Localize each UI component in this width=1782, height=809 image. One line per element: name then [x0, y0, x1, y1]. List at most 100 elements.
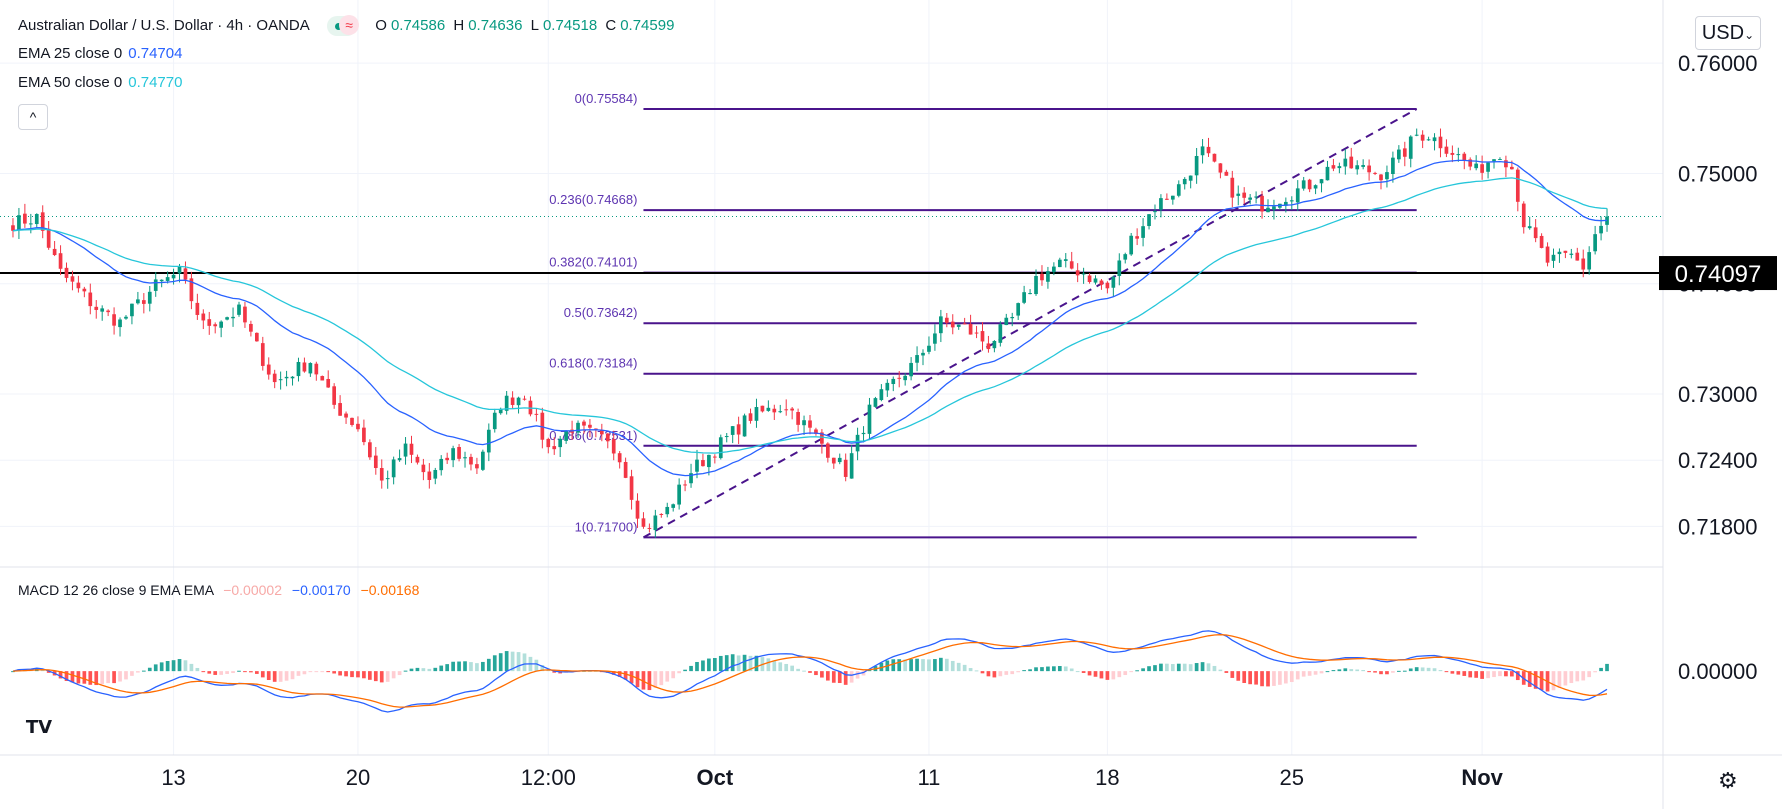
candle-body: [34, 214, 39, 225]
candle-body: [439, 458, 444, 471]
macd-hist-bar: [831, 671, 836, 683]
macd-hist-bar: [1218, 669, 1223, 672]
macd-hist-bar: [1081, 671, 1086, 673]
candle-body: [249, 323, 253, 332]
macd-hist-bar: [718, 655, 723, 672]
candle-body: [1474, 163, 1479, 169]
candle-body: [790, 408, 794, 411]
tradingview-logo-icon[interactable]: 𝗧𝗩: [20, 712, 58, 742]
ema50-value: 0.74770: [128, 74, 183, 91]
macd-hist-bar: [1510, 671, 1514, 677]
macd-hist-bar: [611, 671, 616, 675]
macd-hist-bar: [1105, 671, 1110, 680]
candle-body: [1123, 254, 1128, 260]
ohlc-values: O 0.74586 H 0.74636 L 0.74518 C 0.74599: [375, 17, 678, 34]
macd-hist-bar: [1117, 671, 1122, 678]
macd-hist-bar: [1438, 670, 1443, 672]
symbol-title[interactable]: Australian Dollar / U.S. Dollar · 4h · O…: [18, 16, 309, 34]
macd-hist-bar: [915, 658, 919, 672]
settings-gear-icon[interactable]: ⚙: [1718, 768, 1738, 793]
candle-body: [272, 373, 277, 383]
candle-body: [1587, 252, 1592, 270]
candle-body: [980, 331, 985, 342]
candle-body: [1046, 271, 1050, 282]
time-tick-label: 13: [161, 765, 185, 790]
macd-hist-bar: [332, 671, 337, 674]
macd-hist-bar: [457, 661, 461, 672]
candle-body: [1379, 174, 1383, 181]
candle-body: [1581, 258, 1586, 270]
collapse-legend-button[interactable]: ^: [18, 104, 48, 130]
current-price-label: 0.74097: [1675, 261, 1762, 288]
candle-body: [843, 459, 848, 477]
macd-hist-bar: [1182, 663, 1187, 672]
candle-body: [296, 361, 301, 377]
grid: [0, 0, 1663, 755]
macd-hist-bar: [986, 671, 991, 677]
ema50-legend[interactable]: EMA 50 close 0 0.74770: [18, 74, 182, 91]
candle-body: [641, 518, 646, 527]
candle-body: [475, 464, 479, 469]
macd-hist-bar: [445, 664, 450, 672]
candle-body: [1022, 292, 1026, 303]
candle-body: [1301, 180, 1306, 189]
macd-legend[interactable]: MACD 12 26 close 9 EMA EMA −0.00002 −0.0…: [18, 582, 419, 598]
fibonacci-retracement[interactable]: 0(0.75584) 0.236(0.74668) 0.382(0.74101) 0.…: [549, 91, 1418, 539]
close-value: 0.74599: [620, 16, 675, 34]
candle-body: [1337, 166, 1342, 169]
macd-hist-bar: [1111, 671, 1116, 680]
candle-body: [1456, 154, 1461, 156]
candle-body: [1057, 259, 1062, 268]
candle-body: [1141, 226, 1145, 238]
macd-hist-bar: [754, 655, 759, 672]
chevron-up-icon: ^: [29, 109, 37, 125]
macd-hist-bar: [1319, 671, 1324, 674]
candle-body: [11, 225, 15, 231]
macd-hist-bar: [1272, 671, 1276, 686]
macd-hist-bar: [1456, 671, 1461, 675]
macd-hist-bar: [772, 660, 777, 672]
macd-hist-bar: [665, 671, 670, 682]
time-tick-label: 20: [346, 765, 370, 790]
macd-hist-bar: [1260, 671, 1264, 687]
macd-hist-bar: [1034, 667, 1038, 672]
candle-body: [1147, 214, 1151, 227]
candle-body: [1319, 179, 1324, 184]
ema25-legend[interactable]: EMA 25 close 0 0.74704: [18, 45, 182, 62]
candle-body: [576, 422, 580, 433]
macd-hist-bar: [784, 663, 789, 672]
candle-body: [1551, 254, 1556, 261]
price-tick-label: 0.75000: [1678, 161, 1758, 186]
candle-body: [284, 376, 289, 379]
macd-hist-bar: [1462, 671, 1467, 676]
candle-body: [100, 308, 105, 312]
macd-hist-bar: [921, 659, 925, 672]
market-status-icon[interactable]: ≈: [327, 15, 360, 36]
macd-hist-bar: [153, 664, 158, 672]
candle-body: [510, 397, 515, 405]
candle-body: [760, 405, 765, 412]
macd-hist-bar: [897, 659, 902, 672]
macd-hist-bar: [1420, 667, 1425, 672]
macd-hist-bar: [266, 671, 271, 681]
macd-hist-bar: [1486, 671, 1490, 679]
candle-body: [1016, 303, 1021, 316]
candle-body: [260, 343, 265, 366]
price-tick-label: 0.76000: [1678, 51, 1758, 76]
macd-hist-bar: [1010, 671, 1015, 675]
macd-hist-bar: [849, 671, 854, 683]
macd-hist-bar: [1325, 671, 1330, 673]
candle-body: [1075, 270, 1080, 276]
candle-body: [665, 506, 670, 515]
candle-body: [40, 212, 45, 231]
candle-body: [1081, 273, 1086, 275]
macd-hist-bar: [843, 671, 848, 685]
currency-selector[interactable]: USD⌄: [1695, 16, 1761, 50]
candle-body: [677, 484, 681, 505]
macd-hist-bar: [1248, 671, 1252, 685]
macd-hist-bar: [498, 653, 503, 672]
candle-body: [1295, 188, 1300, 203]
horizontal-line[interactable]: [0, 216, 1663, 275]
candle-body: [1218, 163, 1223, 173]
